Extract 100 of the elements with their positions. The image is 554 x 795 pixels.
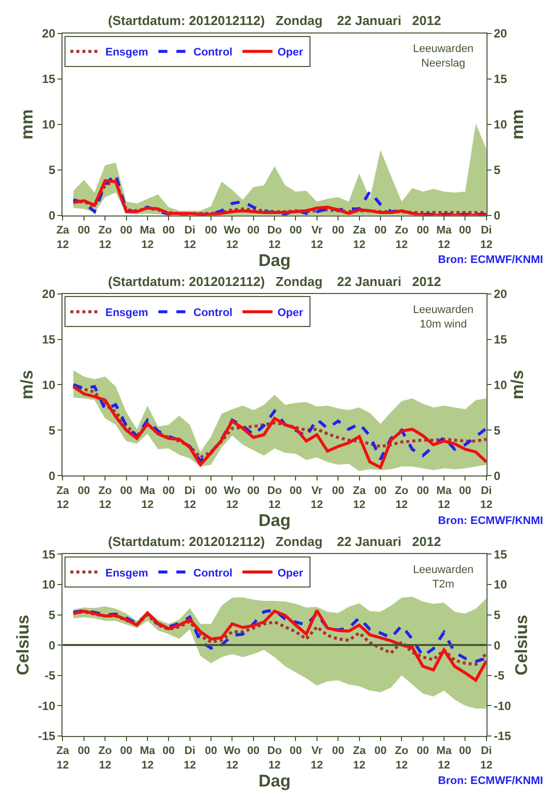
x-tick-label: 00 <box>459 224 472 236</box>
x-tick-label: 00 <box>162 224 175 236</box>
x-tick-label: Zo 12 <box>394 745 409 772</box>
x-tick-label: Ma 12 <box>436 484 453 512</box>
x-tick-label: 00 <box>332 224 344 236</box>
y-tick-label: -10 <box>38 698 56 713</box>
x-tick-label: Ma 12 <box>140 484 156 512</box>
text: Bron: ECMWF/KNMI <box>438 515 544 527</box>
y-tick-label: 15 <box>42 547 56 562</box>
y-tick-label: 10 <box>42 578 56 592</box>
x-tick-label: Zo 12 <box>98 484 112 512</box>
legend-label: Ensgem <box>105 46 148 59</box>
y2-axis-title: m/s <box>508 370 527 400</box>
y-axis-title: mm <box>18 109 37 140</box>
x-tick-label: 00 <box>78 484 90 497</box>
y-tick-label: 5 <box>48 423 56 438</box>
y2-tick-label: 5 <box>494 608 501 622</box>
y-tick-label: -15 <box>38 729 56 744</box>
x-tick-label: 00 <box>162 745 175 758</box>
x-tick-label: Wo 12 <box>224 745 241 772</box>
y2-tick-label: 10 <box>494 378 508 392</box>
x-tick-label: Zo 12 <box>394 224 409 251</box>
x-axis-title: Dag <box>258 250 291 270</box>
annotation: Leeuwarden Neerslag <box>413 43 474 70</box>
chart-title: (Startdatum: 2012012112) Zondag 22 Januari 2012 <box>108 13 442 28</box>
x-tick-label: Ma 12 <box>140 745 156 772</box>
x-tick-label: Zo 12 <box>98 224 112 251</box>
y2-tick-label: 0 <box>494 468 501 483</box>
y-tick-label: 0 <box>48 468 56 483</box>
y2-tick-label: 10 <box>494 578 508 592</box>
legend-label: Control <box>193 46 232 59</box>
y-tick-label: 5 <box>48 163 56 178</box>
y-axis-title: m/s <box>18 370 37 400</box>
x-tick-label: Za 12 <box>352 224 367 251</box>
x-tick-label: Vr 12 <box>310 224 324 251</box>
y2-tick-label: 10 <box>494 118 508 132</box>
x-tick-label: 00 <box>204 484 218 497</box>
legend-label: Oper <box>277 306 304 319</box>
x-tick-label: 00 <box>416 484 429 497</box>
y2-tick-label: -10 <box>494 698 512 713</box>
x-tick-label: Do 12 <box>267 224 282 251</box>
y-tick-label: 20 <box>42 287 56 302</box>
x-tick-label: Ma 12 <box>436 745 453 772</box>
y-tick-label: 20 <box>42 26 56 41</box>
x-tick-label: 00 <box>78 745 90 758</box>
legend-label: Control <box>193 567 232 580</box>
x-tick-label: 00 <box>247 484 260 497</box>
x-tick-label: Wo 12 <box>224 484 241 512</box>
x-tick-label: 00 <box>459 745 472 758</box>
y2-tick-label: 20 <box>494 26 508 41</box>
text: Bron: ECMWF/KNMI <box>438 775 544 787</box>
y2-axis-title: Celsius <box>512 614 531 676</box>
x-tick-label: 00 <box>78 224 90 236</box>
x-tick-label: Di 12 <box>480 484 492 512</box>
legend-label: Oper <box>277 46 304 59</box>
chart-title: (Startdatum: 2012012112) Zondag 22 Januari 2012 <box>108 534 442 549</box>
x-tick-label: 00 <box>120 745 132 758</box>
x-tick-label: 00 <box>374 484 387 497</box>
x-tick-label: Vr 12 <box>310 745 324 772</box>
x-tick-label: Do 12 <box>267 745 282 772</box>
x-tick-label: 00 <box>204 745 218 758</box>
x-tick-label: Vr 12 <box>310 484 324 512</box>
y2-tick-label: -5 <box>494 668 505 683</box>
x-tick-label: 00 <box>290 484 302 497</box>
x-tick-label: 00 <box>120 224 132 236</box>
x-tick-label: 00 <box>374 224 387 236</box>
y-tick-label: 0 <box>48 208 56 222</box>
x-tick-label: Zo 12 <box>394 484 409 512</box>
x-tick-label: Di 12 <box>480 745 492 772</box>
y2-tick-label: 15 <box>494 72 508 86</box>
line-series <box>72 609 486 682</box>
x-tick-label: 00 <box>290 745 302 758</box>
x-tick-label: Zo 12 <box>98 745 112 772</box>
y-tick-label: 10 <box>42 118 56 132</box>
x-tick-label: Wo 12 <box>224 224 241 251</box>
x-tick-label: Di 12 <box>184 745 196 772</box>
x-tick-label: Di 12 <box>184 224 196 251</box>
y-tick-label: 5 <box>48 608 56 622</box>
y2-tick-label: 15 <box>494 547 508 562</box>
y2-tick-label: 15 <box>494 332 508 346</box>
annotation: Leeuwarden T2m <box>413 564 474 590</box>
text: Bron: ECMWF/KNMI <box>438 254 544 266</box>
x-tick-label: 00 <box>247 745 260 758</box>
x-tick-label: 00 <box>162 484 175 497</box>
y-axis-title: Celsius <box>14 614 33 676</box>
x-tick-label: 00 <box>120 484 132 497</box>
y2-tick-label: 5 <box>494 163 501 178</box>
y2-tick-label: 0 <box>494 208 501 222</box>
x-axis-title: Dag <box>258 771 291 790</box>
y2-tick-label: 20 <box>494 287 508 302</box>
x-tick-label: 00 <box>374 745 387 758</box>
x-tick-label: Za 12 <box>56 224 70 251</box>
legend-label: Ensgem <box>105 567 148 580</box>
legend-label: Control <box>193 306 232 319</box>
x-tick-label: 00 <box>247 224 260 236</box>
x-tick-label: 00 <box>290 224 302 236</box>
y-tick-label: 0 <box>48 638 56 652</box>
y-tick-label: 10 <box>42 378 56 392</box>
legend-label: Oper <box>277 567 304 580</box>
x-tick-label: Za 12 <box>56 484 70 512</box>
